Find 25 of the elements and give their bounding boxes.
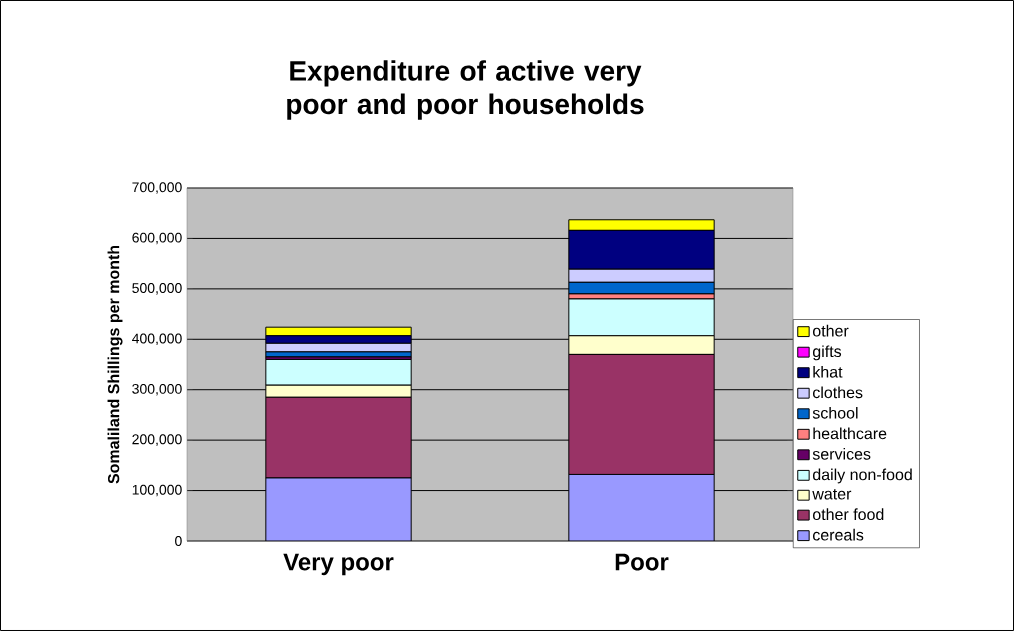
bar: [568, 473, 715, 541]
y-tick-label: 500,000: [132, 283, 182, 295]
y-tick-label: 400,000: [132, 333, 182, 346]
y-tick-label: 200,000: [132, 434, 182, 446]
y-tick-label: 600,000: [132, 232, 182, 245]
legend-label: gifts: [812, 345, 842, 361]
x-tick-label: Poor: [615, 553, 669, 571]
legend-label: school: [812, 406, 858, 419]
y-tick-label: 0: [175, 536, 182, 546]
legend-label: khat: [813, 365, 843, 378]
x-tick-label: Very poor: [283, 553, 394, 576]
legend-label: other: [812, 324, 849, 337]
y-tick-label: 100,000: [132, 484, 182, 497]
y-tick-label: 300,000: [132, 383, 182, 396]
legend-label: daily non-food: [812, 468, 912, 484]
bar: [265, 477, 412, 541]
legend-label: cereals: [812, 528, 864, 541]
legend-label: other food: [812, 508, 884, 521]
legend-label: healthcare: [813, 427, 887, 440]
y-tick-label: 700,000: [132, 182, 182, 194]
legend-label: services: [812, 448, 871, 460]
y-axis-title: Somaliland Shillings per month: [107, 245, 123, 484]
legend-label: clothes: [812, 386, 863, 399]
legend-label: water: [812, 489, 852, 500]
chart-title: Expenditure of active very poor and poor households: [287, 60, 644, 120]
